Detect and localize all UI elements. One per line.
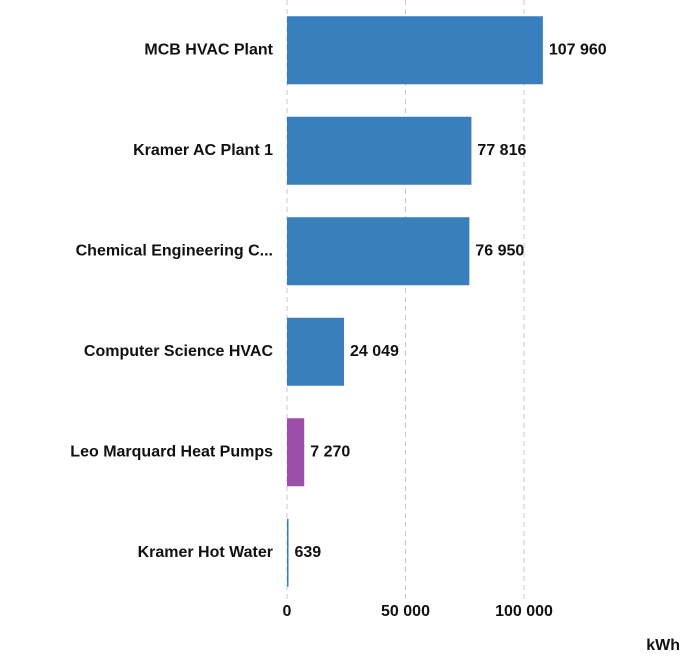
y-tick-label: Leo Marquard Heat Pumps bbox=[70, 443, 273, 460]
x-tick-label: 100 000 bbox=[495, 603, 553, 620]
value-label: 639 bbox=[295, 544, 322, 561]
bar bbox=[287, 116, 472, 185]
value-label: 107 960 bbox=[549, 41, 607, 58]
y-tick-label: Kramer AC Plant 1 bbox=[133, 142, 273, 159]
bar bbox=[287, 217, 470, 286]
value-label: 77 816 bbox=[477, 142, 526, 159]
x-tick-label: 50 000 bbox=[381, 603, 430, 620]
y-tick-label: Kramer Hot Water bbox=[138, 544, 273, 561]
y-tick-label: Chemical Engineering C... bbox=[76, 242, 273, 259]
y-tick-label: Computer Science HVAC bbox=[84, 343, 274, 360]
value-label: 7 270 bbox=[310, 443, 350, 460]
bar bbox=[287, 418, 305, 487]
bar bbox=[287, 16, 543, 85]
value-label: 76 950 bbox=[475, 242, 524, 259]
bar bbox=[287, 317, 344, 386]
x-tick-label: 0 bbox=[283, 603, 292, 620]
value-label: 24 049 bbox=[350, 343, 399, 360]
bar bbox=[287, 518, 289, 587]
y-tick-label: MCB HVAC Plant bbox=[144, 41, 273, 58]
x-axis-label: kWh bbox=[646, 637, 680, 654]
